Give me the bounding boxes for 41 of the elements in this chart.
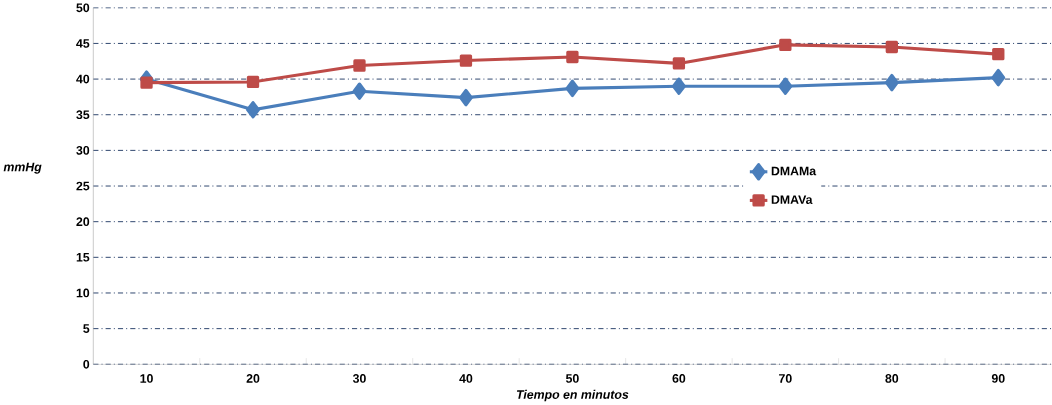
x-tick-label: 90: [991, 374, 1005, 383]
x-tick-label: 30: [352, 374, 366, 383]
x-tick-label: 80: [885, 374, 899, 383]
y-tick-label: 15: [76, 253, 90, 262]
x-tick-label: 10: [140, 374, 153, 383]
x-tick-label: 20: [246, 374, 260, 383]
y-tick-label: 25: [76, 181, 90, 191]
x-tick-label: 50: [565, 374, 579, 383]
y-tick-label: 40: [76, 74, 90, 84]
y-tick-label: 35: [76, 110, 90, 120]
point: [140, 76, 153, 89]
x-tick-label: 70: [779, 374, 792, 383]
point: [566, 50, 579, 64]
point: [779, 38, 792, 52]
x-tick-label: 40: [459, 374, 473, 383]
legend-label: DMAMa: [771, 166, 817, 176]
point: [671, 77, 686, 96]
y-tick-label: 0: [83, 360, 90, 369]
point: [352, 82, 367, 101]
point: [246, 75, 260, 89]
point: [885, 40, 898, 54]
x-axis-title: Tiempo en minutos: [516, 389, 629, 402]
y-tick-label: 50: [76, 3, 90, 13]
point: [459, 89, 473, 107]
point: [778, 77, 793, 96]
x-tick-label: 60: [672, 374, 686, 383]
y-tick-label: 10: [76, 288, 90, 298]
y-tick-label: 20: [76, 217, 90, 227]
point: [884, 74, 899, 92]
point: [991, 69, 1006, 87]
y-axis-title: mmHg: [3, 162, 42, 174]
point: [246, 101, 260, 119]
y-tick-label: 45: [76, 39, 90, 48]
legend-label: DMAVa: [771, 195, 813, 205]
point: [672, 57, 686, 70]
point: [565, 79, 580, 98]
point: [992, 48, 1005, 61]
y-tick-label: 5: [83, 324, 90, 334]
point: [353, 59, 366, 72]
y-tick-label: 30: [76, 146, 90, 155]
point: [459, 54, 473, 67]
